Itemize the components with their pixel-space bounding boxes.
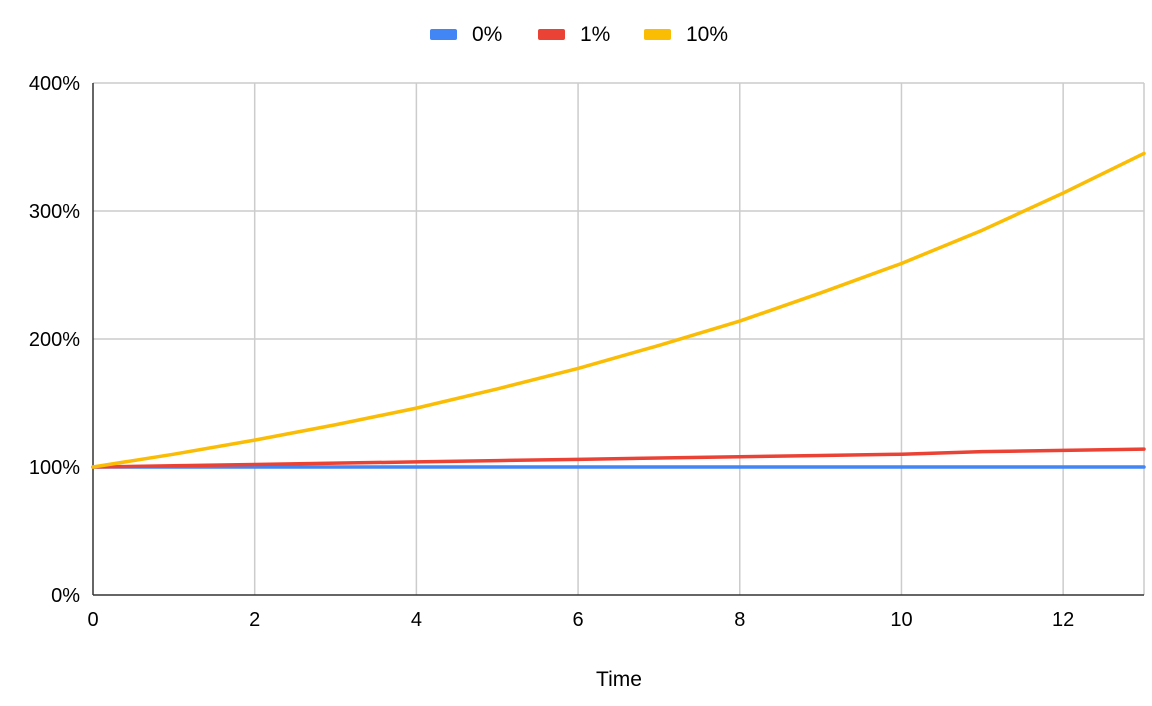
x-tick-label: 4: [411, 609, 422, 631]
x-tick-label: 0: [87, 609, 98, 631]
legend-swatch: [644, 29, 671, 40]
x-tick-label: 8: [734, 609, 745, 631]
legend-label: 1%: [580, 23, 610, 46]
y-tick-label: 200%: [29, 329, 80, 351]
x-axis-title: Time: [596, 668, 642, 691]
legend-item: 10%: [644, 23, 728, 46]
legend-swatch: [430, 29, 457, 40]
gridlines: [93, 82, 1145, 595]
series-line-1pct: [91, 447, 1146, 469]
series-lines: [91, 151, 1146, 469]
y-tick-label: 300%: [29, 201, 80, 223]
tick-labels: 0% 100% 200% 300% 400% 0 2 4 6 8 10 12: [29, 73, 1074, 631]
y-tick-label: 100%: [29, 457, 80, 479]
x-tick-label: 2: [249, 609, 260, 631]
legend-label: 10%: [686, 23, 728, 46]
legend-swatch: [538, 29, 565, 40]
legend-item: 0%: [430, 23, 502, 46]
x-tick-label: 10: [890, 609, 912, 631]
x-tick-label: 12: [1052, 609, 1074, 631]
legend-label: 0%: [472, 23, 502, 46]
x-tick-label: 6: [573, 609, 584, 631]
legend: 0% 1% 10%: [430, 23, 728, 46]
legend-item: 1%: [538, 23, 610, 46]
y-tick-label: 400%: [29, 73, 80, 95]
series-line-10pct: [91, 151, 1146, 469]
axes: [92, 83, 1144, 596]
y-tick-label: 0%: [51, 585, 80, 607]
